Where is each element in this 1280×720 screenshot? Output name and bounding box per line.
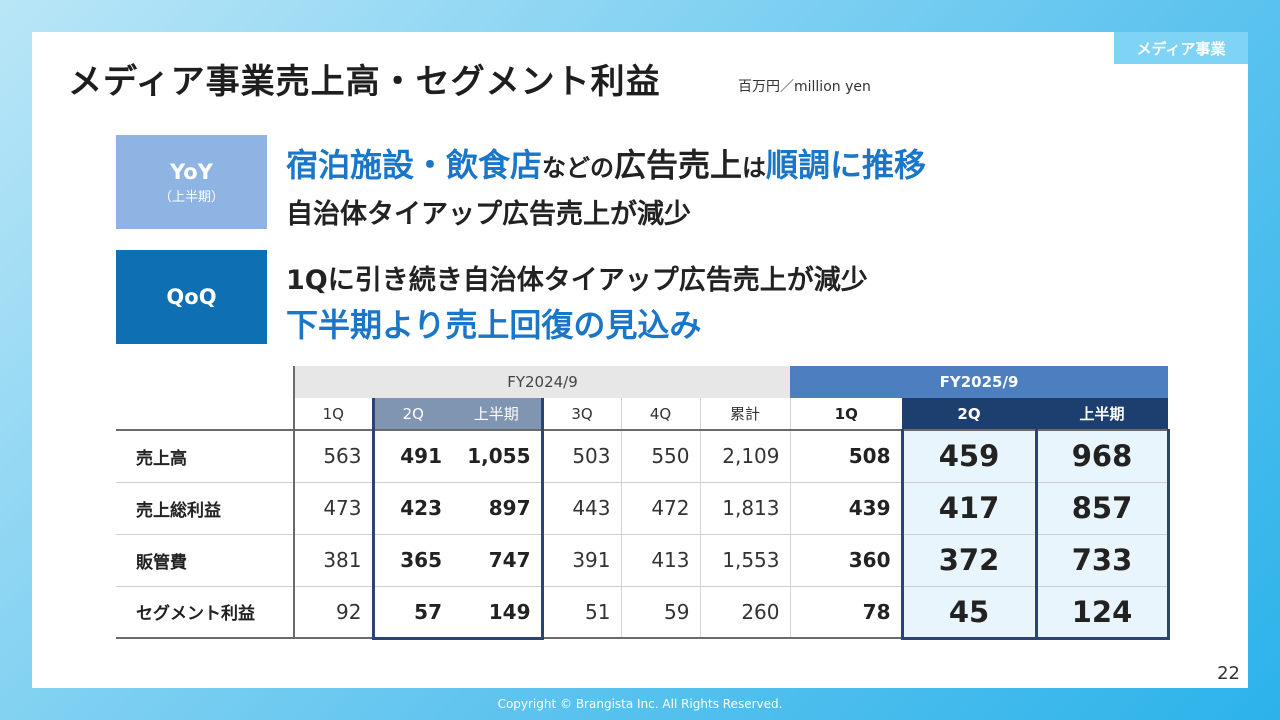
cell: 857 bbox=[1034, 482, 1170, 535]
cell: 897 bbox=[452, 482, 544, 535]
col-fy25-1q: 1Q bbox=[790, 398, 902, 431]
cell: 1,553 bbox=[700, 534, 791, 587]
section-tag: メディア事業 bbox=[1114, 32, 1248, 64]
yoy-subline: 自治体タイアップ広告売上が減少 bbox=[286, 199, 691, 230]
col-fy24-2q: 2Q bbox=[371, 398, 452, 431]
header-blank bbox=[116, 366, 295, 398]
financial-table: FY2024/9 FY2025/9 1Q 2Q 上半期 3Q 4Q 累計 1Q … bbox=[116, 366, 1170, 640]
cell: 417 bbox=[900, 482, 1038, 535]
col-fy24-3q: 3Q bbox=[542, 398, 622, 431]
col-fy25-2q: 2Q bbox=[902, 398, 1036, 431]
row-label: セグメント利益 bbox=[116, 586, 295, 639]
cell: 1,813 bbox=[700, 482, 791, 535]
cell: 260 bbox=[700, 586, 791, 639]
cell: 59 bbox=[621, 586, 701, 639]
cell: 149 bbox=[452, 586, 544, 640]
cell: 45 bbox=[900, 586, 1038, 640]
qoq-line1: 1Qに引き続き自治体タイアップ広告売上が減少 bbox=[286, 265, 868, 296]
table-header-quarters: 1Q 2Q 上半期 3Q 4Q 累計 1Q 2Q 上半期 bbox=[116, 398, 1168, 431]
cell: 563 bbox=[294, 430, 374, 483]
cell: 365 bbox=[371, 534, 452, 587]
cell: 508 bbox=[790, 430, 902, 483]
cell: 423 bbox=[371, 482, 452, 535]
yoy-headline: 宿泊施設・飲食店などの広告売上は順調に推移 bbox=[286, 140, 926, 186]
financial-table-wrap: FY2024/9 FY2025/9 1Q 2Q 上半期 3Q 4Q 累計 1Q … bbox=[116, 366, 1170, 640]
row-label: 販管費 bbox=[116, 534, 295, 587]
yoy-headline-part-e: 順調に推移 bbox=[766, 146, 927, 184]
cell: 1,055 bbox=[452, 430, 544, 483]
unit-note: 百万円／million yen bbox=[738, 79, 871, 95]
table-row: 販管費 381 365 747 391 413 1,553 360 372 73… bbox=[116, 534, 1170, 587]
table-row: セグメント利益 92 57 149 51 59 260 78 45 124 bbox=[116, 586, 1170, 640]
cell: 78 bbox=[790, 586, 902, 639]
cell: 747 bbox=[452, 534, 544, 587]
row-label: 売上総利益 bbox=[116, 482, 295, 535]
cell: 733 bbox=[1034, 534, 1170, 587]
col-fy24-h1: 上半期 bbox=[452, 398, 544, 431]
fy2025-header: FY2025/9 bbox=[790, 366, 1168, 398]
col-fy24-1q: 1Q bbox=[294, 398, 374, 431]
cell: 491 bbox=[371, 430, 452, 483]
cell: 550 bbox=[621, 430, 701, 483]
col-fy24-4q: 4Q bbox=[621, 398, 701, 431]
table-row: 売上総利益 473 423 897 443 472 1,813 439 417 … bbox=[116, 482, 1170, 535]
page-number: 22 bbox=[1217, 663, 1240, 684]
cell: 391 bbox=[542, 534, 622, 587]
cell: 459 bbox=[900, 430, 1038, 483]
cell: 472 bbox=[621, 482, 701, 535]
yoy-label-box: YoY （上半期） bbox=[116, 135, 267, 229]
col-fy24-total: 累計 bbox=[700, 398, 791, 431]
header-blank-2 bbox=[116, 398, 295, 431]
qoq-label-box: QoQ bbox=[116, 250, 267, 344]
cell: 51 bbox=[542, 586, 622, 639]
table-row: 売上高 563 491 1,055 503 550 2,109 508 459 … bbox=[116, 430, 1170, 483]
qoq-label: QoQ bbox=[166, 285, 217, 309]
fy2024-header: FY2024/9 bbox=[294, 366, 790, 398]
yoy-headline-part-b: などの bbox=[542, 154, 615, 182]
yoy-sublabel: （上半期） bbox=[158, 189, 224, 205]
col-fy25-h1: 上半期 bbox=[1036, 398, 1168, 431]
cell: 2,109 bbox=[700, 430, 791, 483]
yoy-headline-part-a: 宿泊施設・飲食店 bbox=[286, 146, 543, 184]
cell: 360 bbox=[790, 534, 902, 587]
cell: 968 bbox=[1034, 430, 1170, 483]
row-label: 売上高 bbox=[116, 430, 295, 483]
cell: 92 bbox=[294, 586, 374, 639]
cell: 473 bbox=[294, 482, 374, 535]
cell: 124 bbox=[1034, 586, 1170, 640]
cell: 443 bbox=[542, 482, 622, 535]
qoq-line2: 下半期より売上回復の見込み bbox=[286, 306, 702, 344]
slide: メディア事業 メディア事業売上高・セグメント利益 百万円／million yen… bbox=[32, 32, 1248, 688]
cell: 57 bbox=[371, 586, 452, 640]
cell: 503 bbox=[542, 430, 622, 483]
yoy-label: YoY bbox=[170, 159, 213, 184]
yoy-headline-part-c: 広告売上 bbox=[614, 146, 743, 184]
cell: 381 bbox=[294, 534, 374, 587]
copyright: Copyright © Brangista Inc. All Rights Re… bbox=[497, 697, 783, 711]
cell: 439 bbox=[790, 482, 902, 535]
cell: 372 bbox=[900, 534, 1038, 587]
table-header-fy: FY2024/9 FY2025/9 bbox=[116, 366, 1168, 398]
yoy-headline-part-d: は bbox=[742, 154, 767, 182]
page-title: メディア事業売上高・セグメント利益 bbox=[68, 62, 661, 102]
cell: 413 bbox=[621, 534, 701, 587]
